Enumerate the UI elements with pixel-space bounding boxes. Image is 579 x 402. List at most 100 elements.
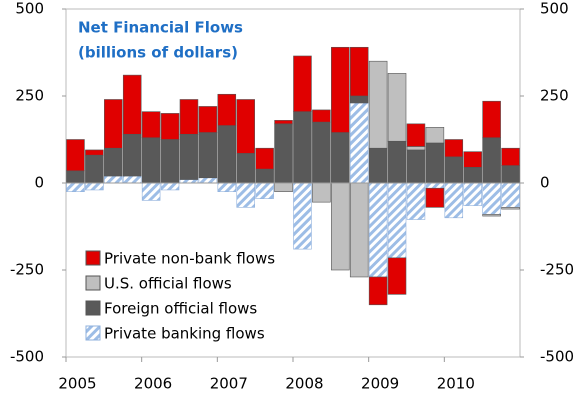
bar-segment xyxy=(368,182,388,278)
bar-segment xyxy=(482,182,501,215)
legend-swatch xyxy=(85,300,101,316)
y2-tick-label: 500 xyxy=(540,0,569,18)
bar-segment xyxy=(349,95,369,104)
bar-segment xyxy=(217,182,237,192)
bar-segment xyxy=(217,125,237,184)
x-tick-label: 2009 xyxy=(361,375,399,393)
legend-label: U.S. official flows xyxy=(104,275,232,293)
bar-segment xyxy=(160,113,180,140)
x-tick-label: 2008 xyxy=(285,375,323,393)
bar-segment xyxy=(444,156,464,184)
x-tick-label: 2005 xyxy=(58,375,96,393)
bar-segment xyxy=(255,182,274,199)
bar-segment xyxy=(368,60,388,149)
bar-segment xyxy=(312,182,331,203)
bar-segment xyxy=(274,182,293,192)
bar-segment xyxy=(331,132,350,184)
bar-segment xyxy=(312,109,331,123)
bar-segment xyxy=(179,99,199,135)
y-tick-label: 0 xyxy=(34,174,44,192)
y2-tick-label: -250 xyxy=(540,261,574,279)
bar-segment xyxy=(463,182,482,206)
bar-segment xyxy=(160,139,180,184)
bar-segment xyxy=(217,93,237,126)
legend-label: Private non-bank flows xyxy=(104,250,275,268)
bar-segment xyxy=(293,55,312,112)
bar-segment xyxy=(66,170,85,184)
bar-segment xyxy=(236,99,255,154)
bar-segment xyxy=(274,120,293,125)
bar-segment xyxy=(501,165,520,184)
bar-segment xyxy=(85,149,104,156)
bar-segment xyxy=(141,137,161,184)
bar-segment xyxy=(463,167,482,184)
y-tick-label: -500 xyxy=(10,348,44,366)
bar-segment xyxy=(387,257,407,295)
y-tick-label: 500 xyxy=(15,0,44,18)
bar-segment xyxy=(387,140,407,184)
bar-segment xyxy=(349,46,369,97)
bar-segment xyxy=(293,111,312,184)
bar-segment xyxy=(387,182,407,259)
bar-segment xyxy=(293,182,312,250)
y-tick-label: -250 xyxy=(10,261,44,279)
bar-segment xyxy=(331,46,350,133)
bar-segment xyxy=(104,175,123,184)
bar-segment xyxy=(85,182,104,191)
bar-segment xyxy=(406,149,426,184)
chart-title: Net Financial Flows xyxy=(78,19,243,37)
bar-segment xyxy=(425,187,445,208)
bar-segment xyxy=(104,99,123,149)
bar-segment xyxy=(122,74,142,135)
bar-segment xyxy=(501,182,520,208)
bar-segment xyxy=(160,182,180,191)
bar-segment xyxy=(274,123,293,184)
bar-segment xyxy=(198,132,218,179)
bar-segment xyxy=(444,139,464,158)
bar-segment xyxy=(122,133,142,177)
bar-segment xyxy=(141,182,161,201)
bar-segment xyxy=(349,102,369,184)
legend-label: Private banking flows xyxy=(104,325,265,343)
bar-segment xyxy=(482,137,501,184)
bar-segment xyxy=(104,147,123,177)
chart-subtitle: (billions of dollars) xyxy=(78,44,238,62)
bar-segment xyxy=(444,182,464,219)
bar-segment xyxy=(501,207,520,210)
bar-segment xyxy=(406,182,426,220)
bar-segment xyxy=(179,133,199,180)
bar-segment xyxy=(198,177,218,184)
bar-segment xyxy=(368,147,388,184)
bar-segment xyxy=(236,153,255,184)
bar-segment xyxy=(236,182,255,208)
bar-segment xyxy=(482,100,501,139)
legend-swatch xyxy=(85,250,101,266)
legend-swatch xyxy=(85,325,101,341)
bar-segment xyxy=(482,214,501,217)
legend-label: Foreign official flows xyxy=(104,300,257,318)
bar-segment xyxy=(501,147,520,166)
bar-segment xyxy=(122,175,142,184)
bar-segment xyxy=(406,146,426,151)
bar-segment xyxy=(312,121,331,184)
bar-segment xyxy=(425,182,445,189)
bar-segment xyxy=(463,151,482,168)
bar-segment xyxy=(368,276,388,306)
bar-segment xyxy=(141,111,161,139)
bar-segment xyxy=(406,123,426,147)
y-tick-label: 250 xyxy=(15,87,44,105)
bar-segment xyxy=(255,168,274,184)
bar-segment xyxy=(66,139,85,172)
y2-tick-label: -500 xyxy=(540,348,574,366)
bar-segment xyxy=(255,147,274,170)
x-tick-label: 2006 xyxy=(134,375,172,393)
bar-segment xyxy=(387,73,407,142)
x-tick-label: 2010 xyxy=(437,375,475,393)
bar-segment xyxy=(179,179,199,184)
y2-tick-label: 0 xyxy=(540,174,550,192)
bar-segment xyxy=(349,182,369,278)
x-tick-label: 2007 xyxy=(210,375,248,393)
bar-segment xyxy=(425,127,445,144)
bar-segment xyxy=(66,182,85,192)
